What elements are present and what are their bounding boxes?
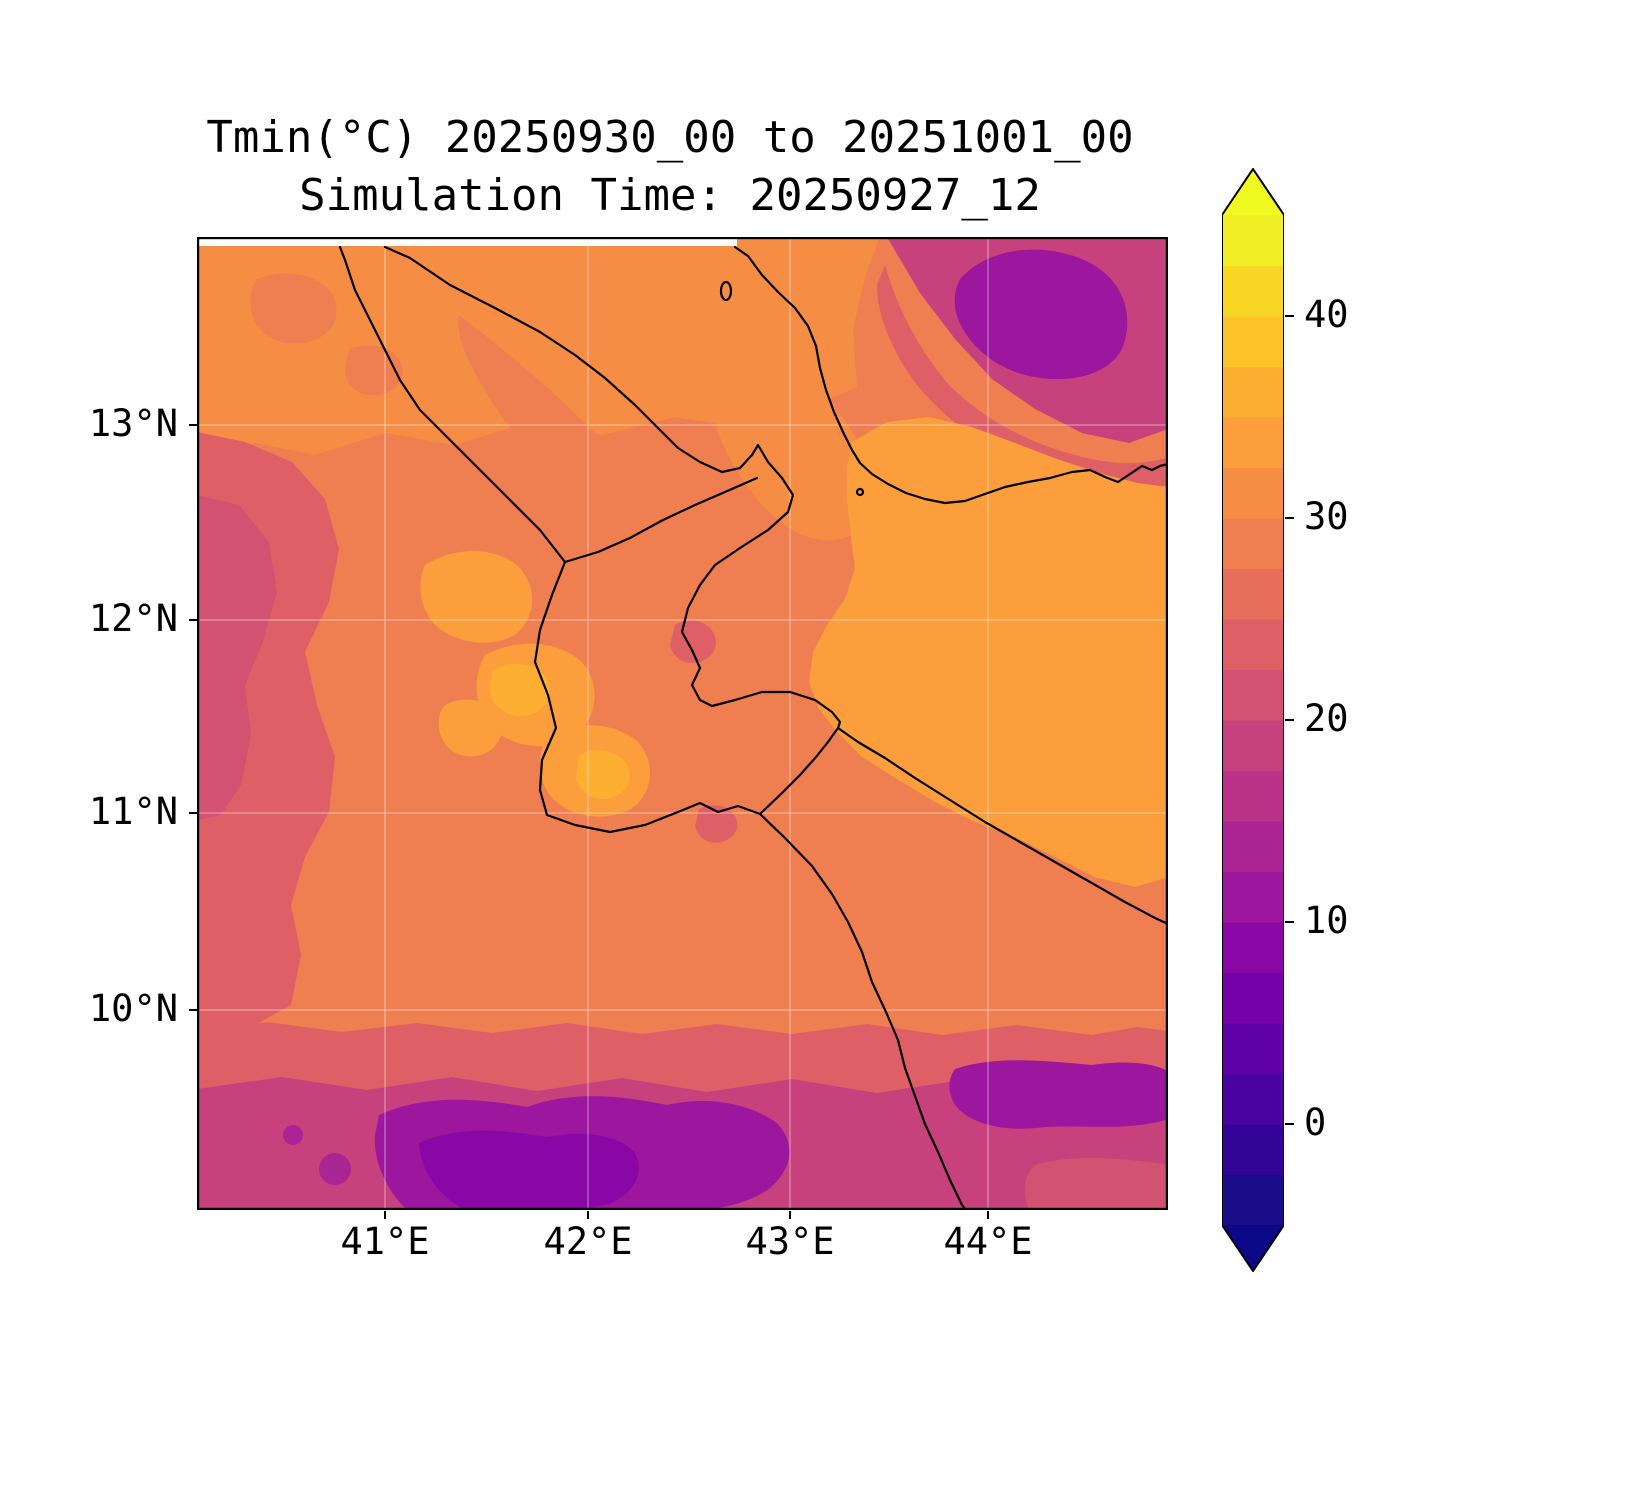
border-djibouti-west-south-path — [533, 560, 840, 834]
colorbar-band — [1222, 1174, 1284, 1226]
colorbar-tick-label: 0 — [1304, 1101, 1327, 1144]
x-tick-label-44e: 44°E — [943, 1220, 1033, 1263]
colorbar-band — [1222, 215, 1284, 267]
border-ethiopia-somaliland-path — [758, 812, 968, 1210]
colorbar-tick-label: 20 — [1304, 697, 1349, 740]
coastlines-borders — [338, 245, 1168, 1210]
colorbar-band — [1222, 265, 1284, 317]
colorbar-band — [1222, 518, 1284, 570]
y-tick-label-13n: 13°N — [88, 402, 178, 445]
y-tick-mark — [189, 812, 197, 814]
field-sw-purple-dot — [319, 1153, 351, 1185]
x-tick-mark — [384, 1211, 386, 1219]
colorbar-band — [1222, 316, 1284, 368]
colorbar-tick-mark — [1285, 315, 1294, 317]
colorbar-band — [1222, 467, 1284, 519]
field-coastal-salmon-strip — [458, 315, 659, 547]
field-danakil-orange — [438, 699, 503, 757]
border-eritrea-djibouti-path — [563, 476, 759, 564]
field-sw-purple-dot — [283, 1125, 303, 1145]
plot-title: Tmin(°C) 20250930_00 to 20251001_00 — [206, 112, 1134, 163]
field-ne-purple — [954, 249, 1128, 380]
colorbar-svg — [1221, 167, 1285, 1273]
field-salmon-patch — [250, 273, 337, 344]
colorbar-tick-mark — [1285, 517, 1294, 519]
colorbar-bands — [1222, 215, 1284, 1226]
border-eritrea-ethiopia-path — [338, 245, 567, 564]
field-north-orange — [197, 237, 880, 457]
y-tick-label-10n: 10°N — [88, 987, 178, 1030]
colorbar-band — [1222, 922, 1284, 974]
colorbar-band — [1222, 972, 1284, 1024]
field-se-purple-streak — [949, 1060, 1168, 1129]
colorbar-band — [1222, 821, 1284, 873]
colorbar-band — [1222, 619, 1284, 671]
colorbar-band — [1222, 1023, 1284, 1075]
field-gulf-pink-spot — [695, 805, 738, 843]
x-tick-label-43e: 43°E — [745, 1220, 835, 1263]
island-outline — [855, 487, 865, 497]
arabian-coastline-path — [733, 245, 1168, 505]
colorbar-band — [1222, 568, 1284, 620]
colorbar-band — [1222, 669, 1284, 721]
field-se-pink-corner — [1024, 1157, 1168, 1210]
field-danakil-orange — [420, 550, 533, 643]
colorbar-tick-mark — [1285, 719, 1294, 721]
contour-field — [197, 237, 1168, 1210]
colorbar-band — [1222, 720, 1284, 772]
colorbar — [1221, 167, 1285, 1273]
field-danakil-hotspot — [576, 750, 630, 800]
colorbar-tick-label: 30 — [1304, 495, 1349, 538]
x-tick-label-42e: 42°E — [543, 1220, 633, 1263]
y-tick-mark — [189, 424, 197, 426]
x-tick-label-41e: 41°E — [340, 1220, 430, 1263]
colorbar-band — [1222, 871, 1284, 923]
colorbar-extend-under — [1222, 1225, 1284, 1271]
y-tick-mark — [189, 619, 197, 621]
y-tick-label-11n: 11°N — [88, 790, 178, 833]
colorbar-band — [1222, 1124, 1284, 1176]
y-tick-label-12n: 12°N — [88, 597, 178, 640]
colorbar-extend-over — [1222, 169, 1284, 215]
colorbar-tick-label: 40 — [1304, 293, 1349, 336]
y-tick-mark — [189, 1009, 197, 1011]
gridlines — [197, 237, 1168, 1210]
field-south-purple-core — [419, 1130, 639, 1210]
island-outline — [719, 280, 733, 302]
african-coastline-path — [383, 245, 1168, 926]
field-danakil-hotspot — [489, 663, 551, 717]
top-nodata-strip — [197, 237, 737, 246]
field-west-pink-core — [197, 495, 277, 820]
colorbar-tick-mark — [1285, 1123, 1294, 1125]
colorbar-band — [1222, 417, 1284, 469]
map-svg — [197, 237, 1168, 1210]
plot-subtitle: Simulation Time: 20250927_12 — [299, 170, 1041, 221]
colorbar-band — [1222, 770, 1284, 822]
axes-frame — [197, 237, 1168, 1210]
x-tick-mark — [987, 1211, 989, 1219]
x-tick-mark — [789, 1211, 791, 1219]
map-plot-area — [197, 237, 1168, 1210]
colorbar-tick-label: 10 — [1304, 899, 1349, 942]
field-east-orange — [809, 417, 1168, 887]
colorbar-band — [1222, 366, 1284, 418]
colorbar-band — [1222, 1073, 1284, 1125]
colorbar-tick-mark — [1285, 921, 1294, 923]
x-tick-mark — [587, 1211, 589, 1219]
